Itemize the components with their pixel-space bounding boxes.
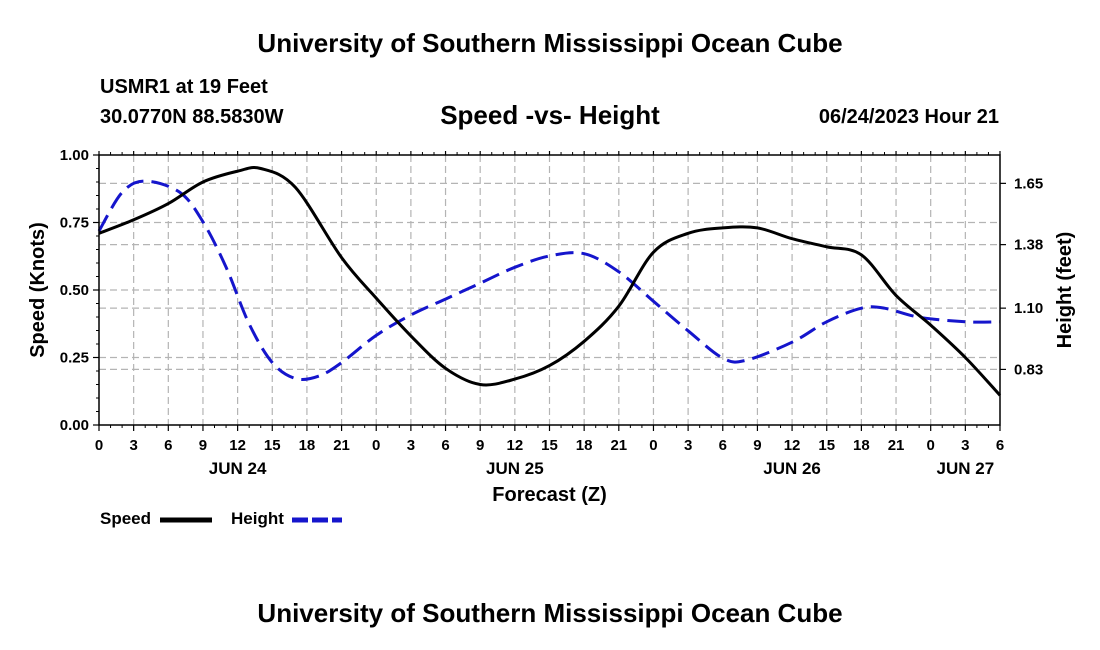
x-axis-title: Forecast (Z)	[492, 484, 606, 506]
footer-title: University of Southern Mississippi Ocean…	[257, 598, 843, 628]
series-line-height	[97, 179, 1001, 381]
date-label: JUN 27	[937, 459, 995, 478]
x-tick-label: 12	[229, 437, 246, 454]
legend-speed-label: Speed	[100, 509, 152, 528]
axis-ticks	[93, 151, 1006, 431]
x-tick-label: 12	[507, 437, 524, 454]
axis-labels: 0 3 6 9 12 15 18 21 0 3 6 9 12 15 18 21 0 3 6 9 12 15 18 21 0 3 6 0…	[27, 147, 1076, 506]
y-tick-label: 0.00	[60, 417, 89, 434]
y2-tick-label: 1.10	[1014, 300, 1043, 317]
x-tick-label: 3	[684, 437, 692, 454]
x-tick-label: 0	[372, 437, 380, 454]
x-tick-label: 3	[129, 437, 137, 454]
x-tick-label: 18	[576, 437, 593, 454]
y2-axis-title: Height (feet)	[1054, 232, 1076, 349]
y-axis-title: Speed (Knots)	[27, 222, 49, 358]
station-label: USMR1 at 19 Feet	[100, 76, 268, 98]
x-tick-label: 21	[888, 437, 905, 454]
date-label: JUN 24	[209, 459, 267, 478]
y-tick-label: 0.50	[60, 282, 89, 299]
x-tick-label: 6	[719, 437, 727, 454]
series-line-speed	[98, 165, 1002, 397]
legend-height-label: Height	[231, 509, 284, 528]
x-tick-label: 6	[441, 437, 449, 454]
x-tick-label: 21	[610, 437, 627, 454]
y2-tick-label: 0.83	[1014, 361, 1043, 378]
x-tick-label: 9	[753, 437, 761, 454]
x-tick-label: 0	[927, 437, 935, 454]
y2-tick-label: 1.38	[1014, 237, 1043, 254]
x-tick-label: 12	[784, 437, 801, 454]
x-tick-label: 3	[407, 437, 415, 454]
x-tick-label: 9	[476, 437, 484, 454]
x-tick-label: 18	[299, 437, 316, 454]
x-tick-label: 18	[853, 437, 870, 454]
date-label: JUN 25	[486, 459, 544, 478]
x-tick-label: 15	[264, 437, 281, 454]
y2-tick-label: 1.65	[1014, 175, 1043, 192]
x-tick-label: 6	[164, 437, 172, 454]
x-tick-label: 15	[818, 437, 835, 454]
forecast-datetime: 06/24/2023 Hour 21	[818, 106, 999, 128]
y-tick-label: 1.00	[60, 147, 89, 164]
date-label: JUN 26	[763, 459, 821, 478]
x-tick-label: 9	[199, 437, 207, 454]
x-tick-label: 15	[541, 437, 558, 454]
x-tick-label: 21	[333, 437, 350, 454]
x-tick-label: 0	[95, 437, 103, 454]
y-tick-label: 0.75	[60, 215, 89, 232]
x-tick-label: 6	[996, 437, 1004, 454]
y-tick-label: 0.25	[60, 350, 89, 367]
station-coordinates: 30.0770N 88.5830W	[100, 106, 284, 128]
chart-main-title: University of Southern Mississippi Ocean…	[257, 28, 843, 58]
series-lines	[97, 165, 1002, 397]
x-tick-label: 3	[961, 437, 969, 454]
chart-subtitle: Speed -vs- Height	[440, 100, 660, 130]
x-tick-label: 0	[649, 437, 657, 454]
